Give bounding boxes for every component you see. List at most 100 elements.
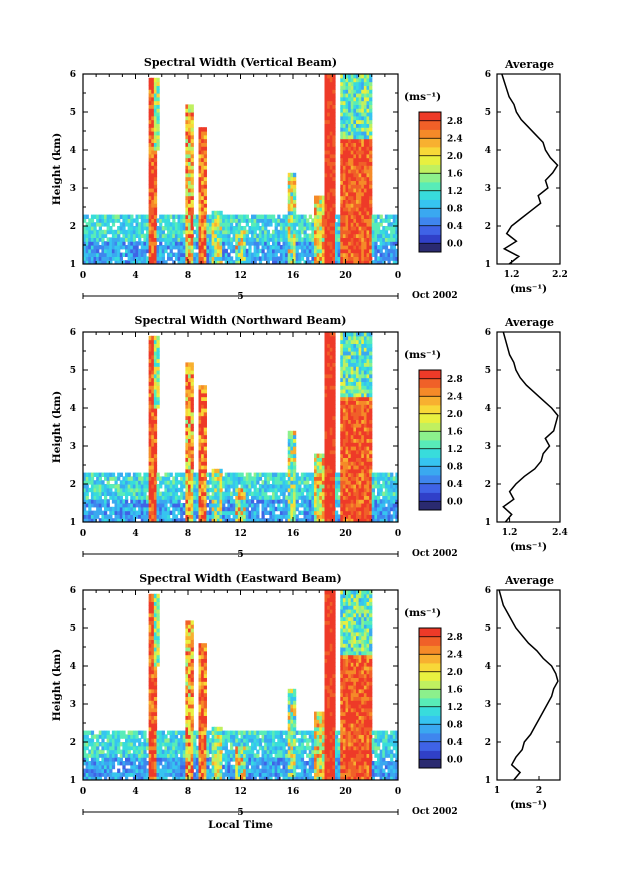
heatmap-cell [164, 518, 168, 522]
heatmap-cell [98, 518, 102, 522]
heatmap-cell [190, 373, 194, 379]
heatmap-cell [369, 241, 373, 246]
heatmap-cell [371, 503, 375, 508]
heatmap-cell [201, 138, 205, 143]
heatmap-cell [384, 491, 389, 496]
heatmap-cell [342, 195, 347, 200]
heatmap-cell [340, 453, 344, 458]
heatmap-cell [350, 233, 354, 238]
heatmap-cell [342, 229, 347, 235]
heatmap-cell [198, 476, 202, 481]
heatmap-cell [371, 518, 375, 522]
heatmap-cell [177, 229, 181, 235]
heatmap-cell [345, 415, 349, 420]
heatmap-cell [358, 150, 362, 155]
heatmap-cell [371, 499, 375, 504]
heatmap-cell [135, 476, 139, 481]
heatmap-cell [153, 222, 158, 227]
heatmap-cell [156, 131, 160, 136]
heatmap-cell [321, 260, 326, 264]
heatmap-cell [190, 415, 194, 420]
heatmap-cell [88, 518, 92, 522]
heatmap-cell [256, 510, 260, 515]
heatmap-cell [148, 339, 152, 344]
heatmap-cell [151, 260, 155, 264]
heatmap-cell [350, 453, 354, 458]
heatmap-cell [185, 480, 189, 485]
heatmap-cell [321, 506, 326, 512]
heatmap-cell [119, 499, 123, 504]
heatmap-cell [167, 506, 171, 512]
heatmap-cell [303, 495, 307, 500]
heatmap-cell [353, 123, 357, 128]
heatmap-cell [345, 362, 349, 367]
heatmap-cell [140, 233, 144, 238]
heatmap-cell [356, 203, 360, 208]
heatmap-cell [329, 180, 333, 185]
heatmap-cell [169, 472, 173, 477]
colorbar-segment [419, 457, 441, 467]
heatmap-cell [314, 499, 318, 504]
heatmap-cell [83, 245, 87, 250]
heatmap-cell [188, 446, 192, 451]
heatmap-cell [363, 184, 368, 189]
heatmap-cell [387, 241, 391, 246]
heatmap-cell [306, 218, 310, 223]
heatmap-cell [222, 245, 226, 250]
heatmap-cell [353, 180, 357, 185]
heatmap-cell [363, 191, 368, 197]
heatmap-cell [245, 514, 249, 519]
heatmap-cell [185, 146, 189, 151]
heatmap-cell [269, 237, 273, 242]
heatmap-cell [190, 362, 194, 367]
heatmap-cell [363, 335, 368, 341]
heatmap-cell [295, 256, 299, 261]
heatmap-cell [174, 241, 179, 246]
heatmap-cell [290, 214, 294, 219]
heatmap-cell [329, 427, 333, 432]
heatmap-cell [185, 408, 189, 413]
heatmap-cell [287, 256, 291, 261]
heatmap-cell [195, 503, 200, 508]
heatmap-cell [279, 518, 284, 522]
heatmap-cell [195, 514, 200, 519]
heatmap-cell [363, 172, 368, 178]
heatmap-cell [177, 222, 181, 227]
heatmap-cell [369, 358, 373, 363]
heatmap-cell [366, 400, 370, 405]
heatmap-cell [198, 472, 202, 477]
heatmap-cell [201, 172, 205, 178]
heatmap-cell [348, 419, 352, 424]
heatmap-cell [201, 165, 205, 170]
heatmap-cell [327, 370, 331, 375]
heatmap-cell [282, 252, 286, 257]
heatmap-cell [345, 427, 349, 432]
heatmap-cell [361, 392, 365, 398]
heatmap-cell [329, 248, 333, 254]
heatmap-cell [366, 373, 370, 379]
heatmap-cell [327, 449, 331, 455]
heatmap-cell [369, 430, 373, 436]
heatmap-cell [132, 487, 137, 493]
heatmap-cell [222, 237, 226, 242]
heatmap-cell [316, 487, 320, 493]
heatmap-cell [216, 480, 221, 485]
heatmap-cell [151, 362, 155, 367]
heatmap-cell [324, 423, 328, 428]
heatmap-cell [350, 104, 354, 109]
colorbar-tick-label: 2.8 [447, 117, 463, 127]
heatmap-cell [285, 256, 289, 261]
heatmap-cell [279, 252, 284, 257]
heatmap-cell [345, 506, 349, 512]
heatmap-cell [135, 218, 139, 223]
heatmap-cell [308, 506, 312, 512]
heatmap-cell [366, 503, 370, 508]
heatmap-cell [188, 423, 192, 428]
heatmap-cell [321, 256, 326, 261]
heatmap-cell [209, 214, 213, 219]
heatmap-cell [324, 260, 328, 264]
heatmap-cell [327, 210, 331, 216]
heatmap-cell [209, 233, 213, 238]
y-tick-label: 6 [70, 70, 76, 80]
heatmap-cell [377, 495, 381, 500]
